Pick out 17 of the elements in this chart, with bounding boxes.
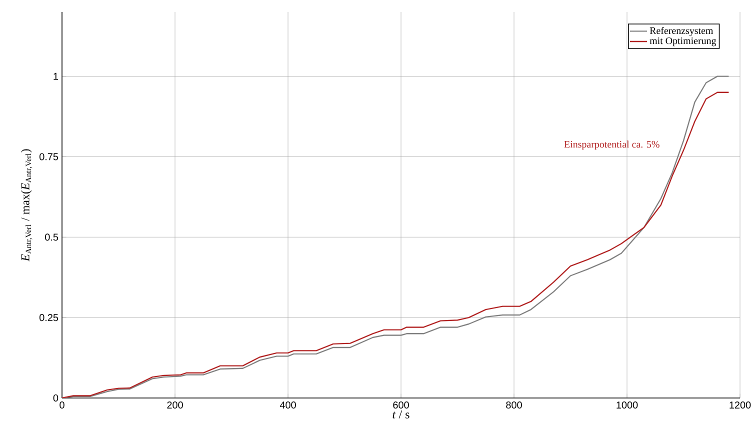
x-tick-label: 0 <box>60 402 64 409</box>
y-axis-title: E$_{Antr,Verl}$ / max(E$_{Antr,Verl}$) <box>20 149 32 262</box>
x-tick-label: 1200 <box>730 402 751 409</box>
legend-label: Referenzsystem <box>650 26 714 36</box>
x-tick-label: 600 <box>393 402 409 409</box>
y-tick-label: 0 <box>53 394 58 402</box>
annotation: Einsparpotential ca. 5% <box>564 140 660 150</box>
y-tick-label: 0.75 <box>39 153 58 160</box>
x-tick-label: 400 <box>280 402 296 409</box>
y-tick-label: 0.5 <box>45 234 58 241</box>
x-tick-label: 800 <box>506 402 522 409</box>
x-axis-title: t / s <box>392 410 410 418</box>
legend-label: mit Optimierung <box>650 37 716 46</box>
y-tick-label: 0.25 <box>39 314 58 322</box>
x-tick-label: 200 <box>167 402 183 409</box>
x-tick-label: 1000 <box>616 402 638 409</box>
y-tick-label: 1 <box>54 72 58 80</box>
